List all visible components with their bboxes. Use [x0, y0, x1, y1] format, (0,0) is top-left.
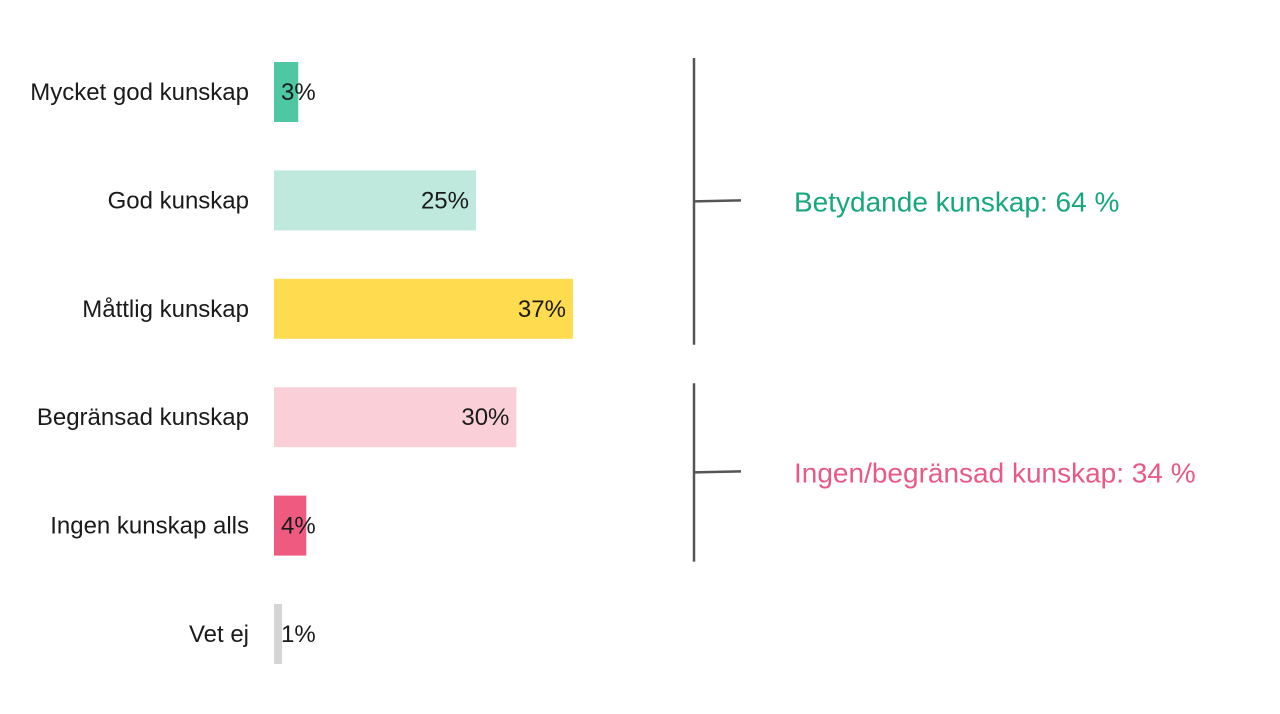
value-label-3: 37% — [518, 296, 566, 323]
bar-5 — [274, 495, 307, 556]
bar-4 — [274, 387, 517, 448]
category-label-2: God kunskap — [108, 187, 249, 214]
group-bracket-tick-2 — [693, 470, 742, 474]
category-label-6: Vet ej — [189, 621, 249, 648]
category-label-3: Måttlig kunskap — [82, 296, 249, 323]
category-label-4: Begränsad kunskap — [37, 404, 249, 431]
value-label-5: 4% — [281, 513, 316, 540]
bar-1 — [274, 62, 299, 122]
bar-3 — [274, 278, 573, 339]
value-label-4: 30% — [461, 404, 509, 431]
group-label-1: Betydande kunskap: 64 % — [794, 186, 1119, 217]
bar-2 — [274, 170, 476, 231]
category-label-1: Mycket god kunskap — [30, 79, 249, 106]
bar-6 — [274, 604, 283, 664]
value-label-6: 1% — [281, 621, 316, 648]
value-label-1: 3% — [281, 79, 316, 106]
group-bracket-tick-1 — [693, 199, 742, 203]
category-label-5: Ingen kunskap alls — [50, 513, 249, 540]
group-label-2: Ingen/begränsad kunskap: 34 % — [794, 457, 1196, 488]
value-label-2: 25% — [421, 187, 469, 214]
